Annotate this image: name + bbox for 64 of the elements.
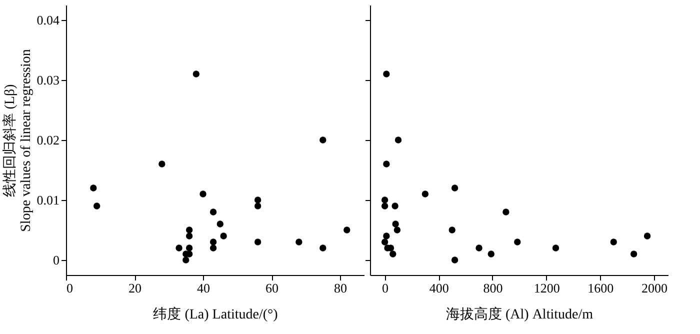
point — [254, 202, 262, 210]
x-tick-label: 0 — [66, 280, 73, 296]
point — [344, 226, 350, 234]
point — [192, 70, 200, 78]
point — [210, 244, 217, 252]
point — [644, 232, 651, 240]
point — [210, 238, 217, 246]
point — [320, 244, 326, 252]
y-tick-label: 0 — [53, 252, 60, 268]
point — [216, 220, 224, 228]
x-tick-label: 1600 — [588, 280, 614, 296]
x-tick-label: 80 — [334, 280, 348, 296]
y-tick-label: 0.01 — [36, 192, 60, 208]
point — [200, 190, 206, 198]
y-tick-label: 0.04 — [36, 12, 60, 28]
point — [182, 256, 190, 264]
point — [90, 184, 97, 192]
point — [383, 232, 390, 240]
point — [390, 250, 396, 258]
x-tick-label: 0 — [382, 280, 389, 296]
point — [610, 238, 617, 246]
point — [254, 238, 262, 246]
point — [381, 238, 388, 246]
point — [630, 250, 638, 258]
point — [158, 160, 166, 168]
point — [394, 136, 402, 144]
x-tick-label: 1200 — [534, 280, 560, 296]
point — [392, 220, 399, 228]
point — [176, 244, 182, 252]
point — [186, 232, 193, 240]
point — [392, 202, 398, 210]
point — [220, 232, 227, 240]
point — [488, 250, 494, 258]
point — [383, 70, 390, 78]
x-tick-label: 800 — [483, 280, 503, 296]
y-axis-title: 线性回归斜率 (Lβ) Slope values of linear regression — [2, 49, 34, 232]
point — [476, 244, 482, 252]
point — [451, 184, 458, 192]
x-tick-label: 40 — [197, 280, 210, 296]
point — [320, 136, 326, 144]
x-tick-label: 20 — [128, 280, 142, 296]
x-axis-title: 纬度 (La) Latitude/(°) — [153, 306, 278, 322]
point — [514, 238, 521, 246]
point — [552, 244, 560, 252]
point — [394, 226, 401, 234]
x-tick-label: 2000 — [642, 280, 668, 296]
point — [381, 196, 388, 204]
point — [186, 226, 193, 234]
x-tick-label: 400 — [429, 280, 449, 296]
x-axis-title: 海拔高度 (Al) Altitude/m — [446, 306, 594, 322]
y-tick-label: 0.02 — [36, 132, 60, 148]
point — [448, 226, 456, 234]
point — [383, 160, 390, 168]
point — [502, 208, 510, 216]
y-tick-label: 0.03 — [36, 72, 60, 88]
point — [451, 256, 458, 264]
point — [186, 244, 193, 252]
x-tick-label: 60 — [266, 280, 279, 296]
point — [210, 208, 217, 216]
point — [381, 202, 388, 210]
point — [93, 202, 100, 210]
point — [254, 196, 262, 204]
point — [422, 190, 429, 198]
point — [296, 238, 302, 246]
